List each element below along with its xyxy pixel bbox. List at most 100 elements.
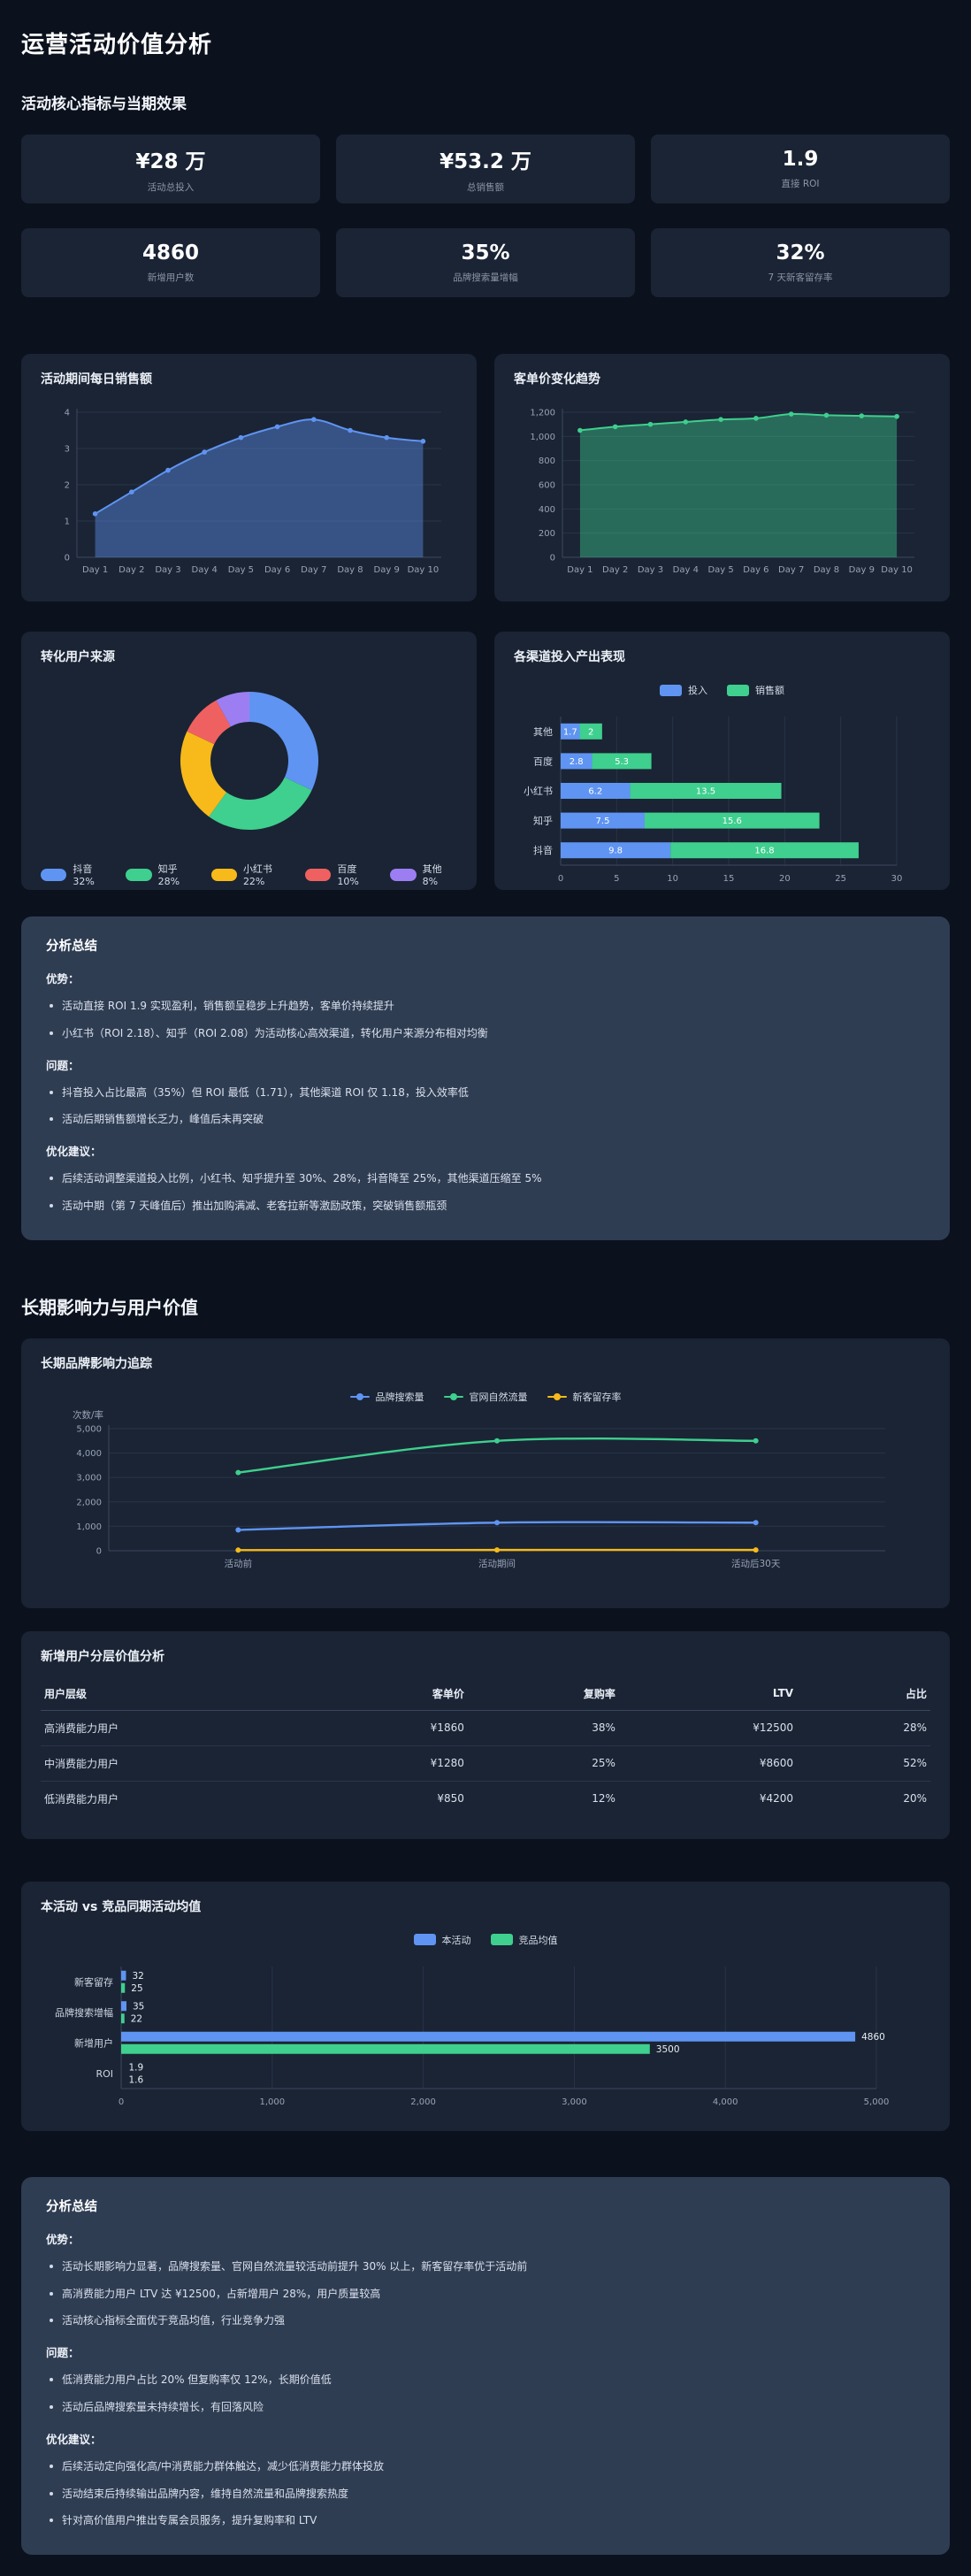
legend-item[interactable]: 知乎 28% <box>126 862 198 887</box>
svg-text:2: 2 <box>64 481 69 491</box>
summary-text: 低消费能力用户占比 20% 但复购率仅 12%，长期价值低 <box>62 2373 332 2387</box>
cell-ltv: ¥4200 <box>759 1792 794 1806</box>
legend-item[interactable]: 百度 10% <box>304 862 378 887</box>
cell-aov: ¥850 <box>437 1792 464 1806</box>
svg-text:Day 10: Day 10 <box>881 565 913 575</box>
summary-text: 后续活动调整渠道投入比例，小红书、知乎提升至 30%、28%，抖音降至 25%，… <box>62 1172 542 1185</box>
svg-text:知乎: 知乎 <box>533 815 553 827</box>
cell-repurchase: 12% <box>592 1792 615 1806</box>
svg-text:1.7: 1.7 <box>562 727 577 737</box>
charts-row-1: 活动期间每日销售额 0 1 2 3 4 Day 1 Day 2 Day 3 Day 4 Day 5… <box>21 354 950 602</box>
daily-sales-card: 活动期间每日销售额 0 1 2 3 4 Day 1 Day 2 Day 3 Day 4 Day 5… <box>21 354 477 602</box>
chart-title: 各渠道投入产出表现 <box>514 650 625 664</box>
brand-tracking-chart[interactable]: 品牌搜索量 官网自然流量 新客留存率 0 1,000 2,000 3,000 4,000 5,0… <box>41 1381 930 1579</box>
summary-bullet: 活动核心指标全面优于竞品均值，行业竞争力强 <box>46 2313 925 2328</box>
legend-item[interactable]: 新客留存率 <box>547 1390 622 1404</box>
summary-bullet: 后续活动调整渠道投入比例，小红书、知乎提升至 30%、28%，抖音降至 25%，… <box>46 1171 925 1186</box>
legend-item[interactable]: 销售额 <box>727 683 784 697</box>
bullet-dot-icon <box>50 1203 53 1208</box>
chart-legend: 投入 销售额 <box>660 683 784 697</box>
cell-ltv: ¥12500 <box>618 1710 798 1746</box>
svg-text:15.6: 15.6 <box>722 816 741 826</box>
bullet-dot-icon <box>50 2518 53 2523</box>
column-header: 占比 <box>797 1676 930 1711</box>
legend-item[interactable]: 其他 8% <box>390 862 457 887</box>
legend-swatch <box>349 1392 370 1400</box>
aov-trend-chart[interactable]: 0 200 400 600 800 1,000 1,200 Day 1 Day 2 Day 3 Da… <box>514 396 930 586</box>
legend-item[interactable]: 抖音 32% <box>41 862 113 887</box>
legend-swatch <box>413 1934 436 1946</box>
svg-text:活动后30天: 活动后30天 <box>731 1559 781 1569</box>
svg-text:1,000: 1,000 <box>530 433 555 442</box>
svg-text:1: 1 <box>64 518 69 527</box>
svg-text:Day 1: Day 1 <box>81 565 107 575</box>
donut-slice-小红书 <box>180 731 226 817</box>
legend-item[interactable]: 竞品均值 <box>490 1933 558 1947</box>
legend-item[interactable]: 小红书 22% <box>210 862 293 887</box>
svg-text:抖音: 抖音 <box>533 844 553 856</box>
table-row: 高消费能力用户 ¥1860 38% ¥12500 28% <box>41 1710 930 1746</box>
legend-item[interactable]: 品牌搜索量 <box>349 1390 424 1404</box>
donut-slice-其他 <box>215 692 249 727</box>
legend-label: 知乎 28% <box>157 863 180 887</box>
svg-text:35: 35 <box>133 2001 144 2012</box>
vs-competitor-chart[interactable]: 本活动 竞品均值 0 1,000 2,000 3,000 4,000 5,000 新客留存 32 2… <box>41 1924 930 2115</box>
svg-text:3,000: 3,000 <box>562 2097 587 2107</box>
legend-swatch <box>547 1392 567 1400</box>
summary-bullet: 活动中期（第 7 天峰值后）推出加购满减、老客拉新等激励政策，突破销售额瓶颈 <box>46 1199 925 1214</box>
summary-bullet: 抖音投入占比最高（35%）但 ROI 最低（1.71），其他渠道 ROI 仅 1… <box>46 1085 925 1100</box>
legend-item[interactable]: 本活动 <box>413 1933 471 1947</box>
legend-swatch <box>443 1392 463 1400</box>
svg-text:Day 8: Day 8 <box>813 565 838 575</box>
svg-text:1,000: 1,000 <box>76 1522 102 1532</box>
chart-legend: 抖音 32% 知乎 28% 小红书 22% 百度 10% 其他 8% <box>41 862 457 887</box>
legend-item[interactable]: 投入 <box>660 683 707 697</box>
cell-tier: 高消费能力用户 <box>41 1710 325 1746</box>
cell-share: 28% <box>797 1710 930 1746</box>
kpi-card-direct-roi: 1.9 直接 ROI <box>651 134 950 203</box>
bullet-dot-icon <box>50 2378 53 2382</box>
svg-text:次数/率: 次数/率 <box>73 1409 103 1421</box>
legend-label: 官网自然流量 <box>469 1391 528 1403</box>
svg-text:400: 400 <box>538 505 554 515</box>
svg-text:Day 5: Day 5 <box>227 565 253 575</box>
summary-text: 活动结束后持续输出品牌内容，维持自然流量和品牌搜索热度 <box>62 2487 349 2500</box>
svg-text:活动期间: 活动期间 <box>478 1558 516 1569</box>
summary-bullet: 小红书（ROI 2.18）、知乎（ROI 2.08）为活动核心高效渠道，转化用户… <box>46 1026 925 1041</box>
summary-text: 高消费能力用户 LTV 达 ¥12500，占新增用户 28%，用户质量较高 <box>62 2287 381 2300</box>
svg-text:4860: 4860 <box>861 2032 885 2043</box>
bullet-dot-icon <box>50 1117 53 1122</box>
summary-bullet: 活动结束后持续输出品牌内容，维持自然流量和品牌搜索热度 <box>46 2487 925 2502</box>
summary-text: 活动后品牌搜索量未持续增长，有回落风险 <box>62 2400 264 2413</box>
vs-competitor-card: 本活动 vs 竞品同期活动均值 本活动 竞品均值 0 1,000 2,000 3,000 4… <box>21 1881 950 2131</box>
svg-text:25: 25 <box>835 874 846 884</box>
daily-sales-chart[interactable]: 0 1 2 3 4 Day 1 Day 2 Day 3 Day 4 Day 5 Day 6 Day 7… <box>41 396 457 586</box>
column-header: 用户层级 <box>41 1676 325 1711</box>
svg-text:3500: 3500 <box>656 2044 680 2055</box>
user-source-donut-chart[interactable]: 抖音 32% 知乎 28% 小红书 22% 百度 10% 其他 8% <box>41 674 457 887</box>
svg-text:Day 7: Day 7 <box>301 565 326 575</box>
svg-text:活动前: 活动前 <box>225 1558 252 1569</box>
kpi-card-total-sales: ¥53.2 万 总销售额 <box>336 134 635 203</box>
chart-title: 转化用户来源 <box>41 650 115 664</box>
svg-text:0: 0 <box>64 554 69 564</box>
legend-swatch <box>41 868 67 881</box>
chart-title: 活动期间每日销售额 <box>41 372 152 387</box>
kpi-value: 1.9 <box>782 148 819 171</box>
column-header: LTV <box>618 1676 798 1711</box>
section-title-core-metrics: 活动核心指标与当期效果 <box>21 96 187 113</box>
kpi-card-total-spend: ¥28 万 活动总投入 <box>21 134 320 203</box>
svg-text:4: 4 <box>64 409 69 418</box>
legend-swatch <box>727 684 749 696</box>
legend-label: 新客留存率 <box>572 1391 622 1403</box>
svg-text:ROI: ROI <box>96 2068 113 2080</box>
kpi-label: 7 天新客留存率 <box>768 272 833 283</box>
legend-label: 竞品均值 <box>518 1934 558 1946</box>
svg-text:3,000: 3,000 <box>76 1473 102 1483</box>
legend-item[interactable]: 官网自然流量 <box>443 1390 528 1404</box>
channel-performance-chart[interactable]: 投入 销售额 0 5 10 15 20 25 30 其他 1.7 2 百度 2.8 5.3 小红书 6.2 13.… <box>514 674 930 892</box>
daily_sales-canvas: 0 1 2 3 4 Day 1 Day 2 Day 3 Day 4 Day 5 Day 6 Day 7… <box>64 409 441 575</box>
legend-swatch <box>304 868 332 881</box>
svg-text:Day 2: Day 2 <box>119 565 144 575</box>
